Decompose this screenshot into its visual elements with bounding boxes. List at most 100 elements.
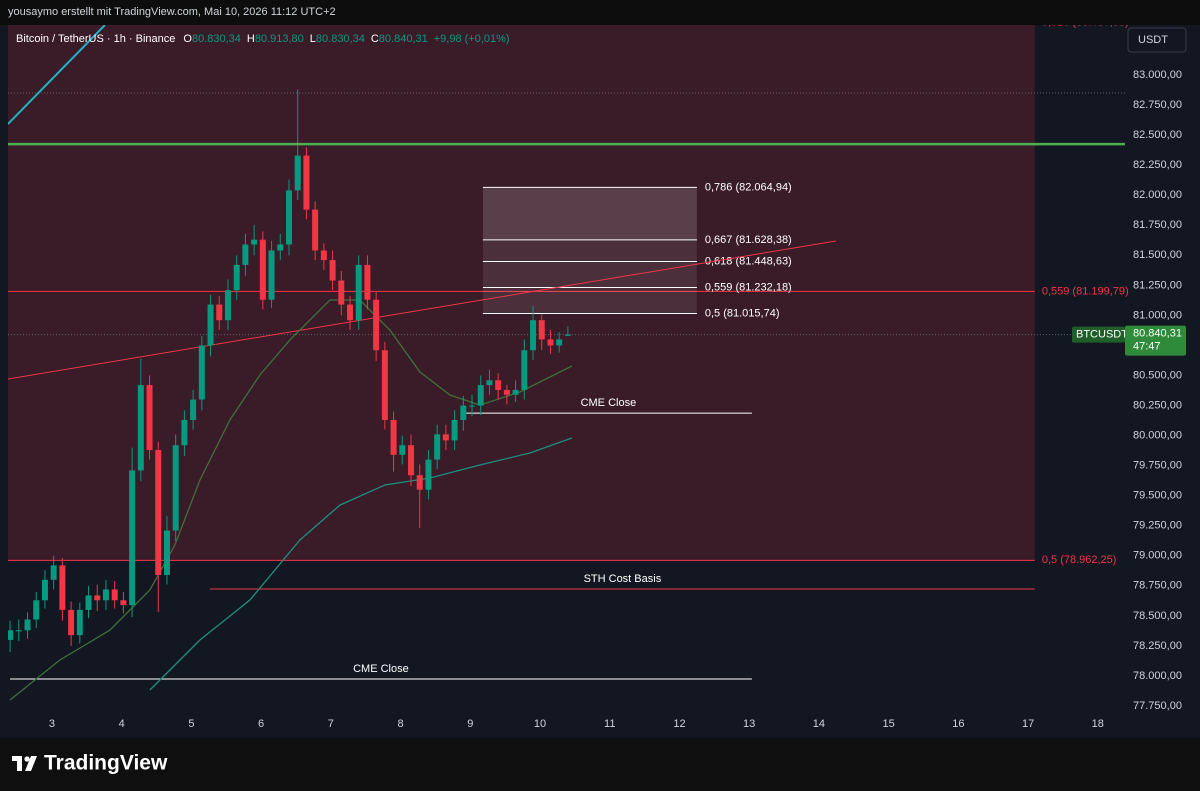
fib-box-label: 0,5 (81.015,74) bbox=[705, 307, 780, 319]
candle-body bbox=[120, 600, 127, 606]
trend-line bbox=[8, 25, 106, 125]
fib-band bbox=[482, 187, 697, 240]
currency-box[interactable] bbox=[1127, 27, 1187, 53]
candle-body bbox=[495, 380, 502, 390]
candle-body bbox=[530, 320, 537, 351]
x-tick-label: 11 bbox=[604, 718, 615, 730]
ohlc-key: O bbox=[183, 33, 192, 45]
currency: USDT bbox=[1138, 34, 1168, 46]
candle-body bbox=[312, 209, 319, 251]
candle-body bbox=[41, 579, 48, 601]
x-tick-label: 9 bbox=[467, 718, 473, 730]
candle-body bbox=[50, 565, 57, 580]
ohlc-key: H bbox=[247, 33, 255, 45]
fib-box-label: 0,667 (81.628,38) bbox=[705, 234, 792, 246]
candle-body bbox=[521, 350, 528, 390]
change: +9,98 (+0,01%) bbox=[434, 33, 510, 45]
x-tick-label: 3 bbox=[49, 718, 55, 730]
x-tick-label: 18 bbox=[1092, 718, 1104, 730]
range-label: STH Cost Basis bbox=[584, 573, 662, 585]
candle-body bbox=[137, 385, 144, 471]
candle-body bbox=[68, 609, 75, 636]
credit: yousaymo erstellt mit TradingView.com, M… bbox=[8, 6, 336, 18]
header-bar bbox=[0, 0, 1200, 25]
fib-band bbox=[482, 239, 697, 262]
candle-body bbox=[294, 155, 301, 191]
plot-area: 0,786 (82.064,94) 0,667 (81.628,38) 0,618 … bbox=[8, 25, 1125, 701]
x-tick-label: 5 bbox=[188, 718, 194, 730]
candle-body bbox=[538, 320, 545, 340]
fib-box-label: 0,786 (82.064,94) bbox=[705, 181, 792, 193]
price-tag-label: 80.840,31 bbox=[1133, 327, 1182, 339]
trend-line bbox=[8, 240, 836, 380]
overlay: 0,618 (83.437,55)0,559 (81.199,79)0,5 (7… bbox=[16, 16, 1186, 730]
candle-body bbox=[408, 445, 415, 476]
candle-body bbox=[347, 304, 354, 321]
candle-body bbox=[451, 419, 458, 441]
ohlc-key: C bbox=[371, 33, 379, 45]
candle-body bbox=[486, 380, 493, 386]
brand: TradingView bbox=[44, 752, 168, 775]
y-tick-label: 79.500,00 bbox=[1133, 490, 1182, 502]
candle-body bbox=[390, 419, 397, 455]
candle-body bbox=[503, 389, 510, 395]
fib-band bbox=[482, 261, 697, 288]
fib-level-label: 0,559 (81.199,79) bbox=[1042, 285, 1129, 297]
candle-body bbox=[111, 589, 118, 601]
candle-body bbox=[233, 264, 240, 291]
symbol-legend: Bitcoin / TetherUS · 1h · Binance O80.830… bbox=[16, 33, 510, 45]
fib-box-label: 0,559 (81.232,18) bbox=[705, 281, 792, 293]
candle-body bbox=[251, 239, 258, 245]
candle-body bbox=[198, 345, 205, 400]
x-tick-label: 4 bbox=[119, 718, 125, 730]
candle-body bbox=[556, 339, 563, 346]
candle-body bbox=[373, 299, 380, 351]
candle-body bbox=[146, 385, 153, 451]
y-tick-label: 80.000,00 bbox=[1133, 429, 1182, 441]
range-label: CME Close bbox=[581, 397, 637, 409]
candle-body bbox=[155, 450, 162, 576]
range-label: CME Close bbox=[353, 663, 409, 675]
fib-zone bbox=[8, 25, 1035, 561]
candle-body bbox=[277, 244, 284, 251]
y-tick-label: 80.250,00 bbox=[1133, 399, 1182, 411]
y-tick-label: 79.750,00 bbox=[1133, 460, 1182, 472]
y-tick-label: 78.750,00 bbox=[1133, 580, 1182, 592]
candle-body bbox=[216, 304, 223, 321]
candle-body bbox=[285, 190, 292, 245]
candle-body bbox=[329, 260, 336, 281]
y-tick-label: 81.500,00 bbox=[1133, 249, 1182, 261]
y-tick-label: 78.250,00 bbox=[1133, 640, 1182, 652]
candle-body bbox=[425, 459, 432, 490]
moving-average bbox=[9, 299, 573, 701]
candle-body bbox=[8, 630, 14, 640]
candle-body bbox=[59, 565, 66, 610]
y-tick-label: 82.500,00 bbox=[1133, 129, 1182, 141]
candle-body bbox=[24, 619, 31, 631]
y-tick-label: 81.250,00 bbox=[1133, 279, 1182, 291]
candle-body bbox=[381, 350, 388, 420]
y-tick-label: 77.750,00 bbox=[1133, 700, 1182, 712]
candle-body bbox=[163, 530, 170, 576]
brand-logo bbox=[12, 756, 37, 771]
y-tick-label: 81.750,00 bbox=[1133, 219, 1182, 231]
candle-body bbox=[207, 304, 214, 346]
candle-body bbox=[303, 155, 310, 210]
symbol: Bitcoin / TetherUS · 1h · Binance bbox=[16, 33, 175, 45]
x-tick-label: 12 bbox=[673, 718, 685, 730]
candle-body bbox=[338, 280, 345, 305]
x-tick-label: 15 bbox=[883, 718, 895, 730]
x-tick-label: 14 bbox=[813, 718, 825, 730]
candle-body bbox=[434, 434, 441, 460]
ohlc-value: 80.830,34 bbox=[316, 33, 365, 45]
y-tick-label: 79.250,00 bbox=[1133, 520, 1182, 532]
x-tick-label: 8 bbox=[397, 718, 403, 730]
fib-band bbox=[482, 287, 697, 314]
candle-body bbox=[268, 250, 275, 300]
candle-body bbox=[512, 389, 519, 395]
candle-body bbox=[242, 244, 249, 265]
ohlc-value: 80.830,34 bbox=[192, 33, 241, 45]
candle-body bbox=[416, 475, 423, 490]
symbol-tag bbox=[1072, 326, 1125, 343]
